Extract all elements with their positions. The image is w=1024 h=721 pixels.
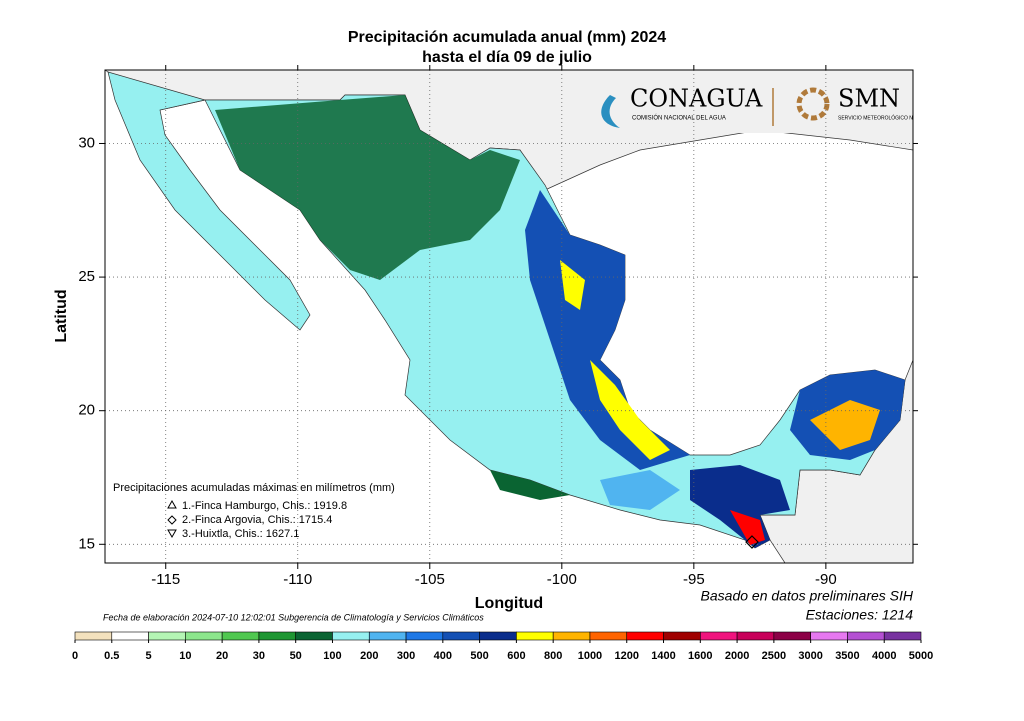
region-chiapas <box>690 465 790 548</box>
colorbar-segment <box>111 631 149 641</box>
logo-background <box>585 78 910 133</box>
colorbar-label: 0.5 <box>104 650 119 662</box>
colorbar-segment <box>221 631 260 641</box>
colorbar-label: 30 <box>253 650 265 662</box>
x-axis-label: Longitud <box>475 595 543 612</box>
footer: Fecha de elaboración 2024-07-10 12:02:01… <box>103 612 484 622</box>
y-axis-label: Latitud <box>53 289 70 342</box>
colorbar-segment <box>847 631 885 641</box>
colorbar-label: 0 <box>72 650 78 662</box>
colorbar-label: 5 <box>146 650 152 662</box>
colorbar-segment <box>368 631 407 641</box>
station-3: 3.-Huixtla, Chis.: 1627.1 <box>182 528 299 540</box>
title: Precipitación acumulada anual (mm) 2024 <box>348 29 666 46</box>
region-yucatan-core <box>810 400 880 450</box>
colorbar-segment <box>148 631 186 641</box>
colorbar-label: 100 <box>323 650 341 662</box>
region-oaxaca <box>600 470 680 510</box>
grid: -115 -110 -105 -100 -95 -90 30 25 20 15 <box>78 65 918 588</box>
colorbar-segment <box>663 631 701 641</box>
colorbar-label: 500 <box>470 650 488 662</box>
x-tick-label: -115 <box>151 571 180 588</box>
note-stations: Estaciones: 1214 <box>806 607 914 623</box>
region-north <box>215 95 520 280</box>
colorbar-label: 3500 <box>835 650 859 662</box>
colorbar-segment <box>552 631 591 641</box>
x-tick-label: -95 <box>683 571 705 588</box>
colorbar-segment <box>626 631 664 641</box>
x-tick-label: -90 <box>815 571 837 588</box>
colorbar-label: 3000 <box>798 650 822 662</box>
station-symbol <box>167 515 177 525</box>
colorbar-label: 400 <box>434 650 452 662</box>
colorbar-label: 4000 <box>872 650 896 662</box>
y-tick-label: 30 <box>78 134 95 151</box>
x-tick-label: -110 <box>283 571 312 588</box>
note-source: Basado en datos preliminares SIH <box>701 588 914 604</box>
colorbar-label: 1600 <box>688 650 712 662</box>
station-1: 1.-Finca Hamburgo, Chis.: 1919.8 <box>182 500 347 512</box>
subtitle: hasta el día 09 de julio <box>422 49 592 66</box>
colorbar-segment <box>479 631 517 641</box>
colorbar-segment <box>700 631 738 641</box>
smn-icon <box>796 87 830 121</box>
colorbar-segment <box>442 631 480 641</box>
colorbar-label: 5000 <box>909 650 933 662</box>
region-gulf <box>525 190 690 470</box>
colorbar-label: 1000 <box>578 650 602 662</box>
colorbar-segment <box>589 631 628 641</box>
logo-conagua-sub: COMISIÓN NACIONAL DEL AGUA <box>632 115 726 122</box>
y-tick-label: 25 <box>78 268 95 285</box>
colorbar-label: 1200 <box>614 650 638 662</box>
colorbar-segment <box>74 631 113 641</box>
station-2: 2.-Finca Argovia, Chis.: 1715.4 <box>182 514 332 526</box>
colorbar-label: 600 <box>507 650 525 662</box>
legend-title: Precipitaciones acumuladas máximas en mi… <box>113 482 395 494</box>
logo-smn: SMN <box>838 85 900 113</box>
colorbar-segment <box>258 631 296 641</box>
colorbar-label: 200 <box>360 650 378 662</box>
colorbar: 0 0.5 5 10 20 30 50 100 200 300 400 500 600 800 1000 12… <box>72 631 933 662</box>
map-area: CONAGUA COMISIÓN NACIONAL DEL AGUA SMN S… <box>105 70 935 563</box>
y-tick-label: 20 <box>78 402 95 419</box>
colorbar-label: 2500 <box>762 650 786 662</box>
colorbar-segment <box>810 631 848 641</box>
colorbar-label: 1400 <box>651 650 675 662</box>
station-symbol <box>167 529 177 539</box>
colorbar-segment <box>185 631 223 641</box>
x-tick-label: -105 <box>415 571 445 588</box>
station-marker <box>745 535 759 549</box>
colorbar-segment <box>295 631 333 641</box>
region-soconusco <box>730 510 765 545</box>
station-symbol <box>167 499 177 509</box>
colorbar-segment <box>736 631 775 641</box>
colorbar-segment <box>773 631 811 641</box>
y-tick-label: 15 <box>78 535 95 552</box>
frame <box>104 69 914 564</box>
colorbar-segment <box>516 631 554 641</box>
baja-california <box>107 71 311 331</box>
logo-smn-sub: SERVICIO METEOROLÓGICO NACIONAL <box>838 114 935 121</box>
colorbar-label: 2000 <box>725 650 749 662</box>
conagua-icon <box>601 95 620 128</box>
colorbar-label: 10 <box>179 650 191 662</box>
colorbar-segment <box>405 631 444 641</box>
colorbar-label: 50 <box>290 650 302 662</box>
colorbar-label: 800 <box>544 650 562 662</box>
colorbar-segment <box>332 631 370 641</box>
logo-conagua: CONAGUA <box>630 85 763 113</box>
colorbar-segment <box>883 631 922 641</box>
region-guerrero <box>490 470 570 500</box>
region-coast <box>560 260 670 460</box>
x-tick-label: -100 <box>547 571 577 588</box>
colorbar-label: 300 <box>397 650 415 662</box>
colorbar-label: 20 <box>216 650 228 662</box>
